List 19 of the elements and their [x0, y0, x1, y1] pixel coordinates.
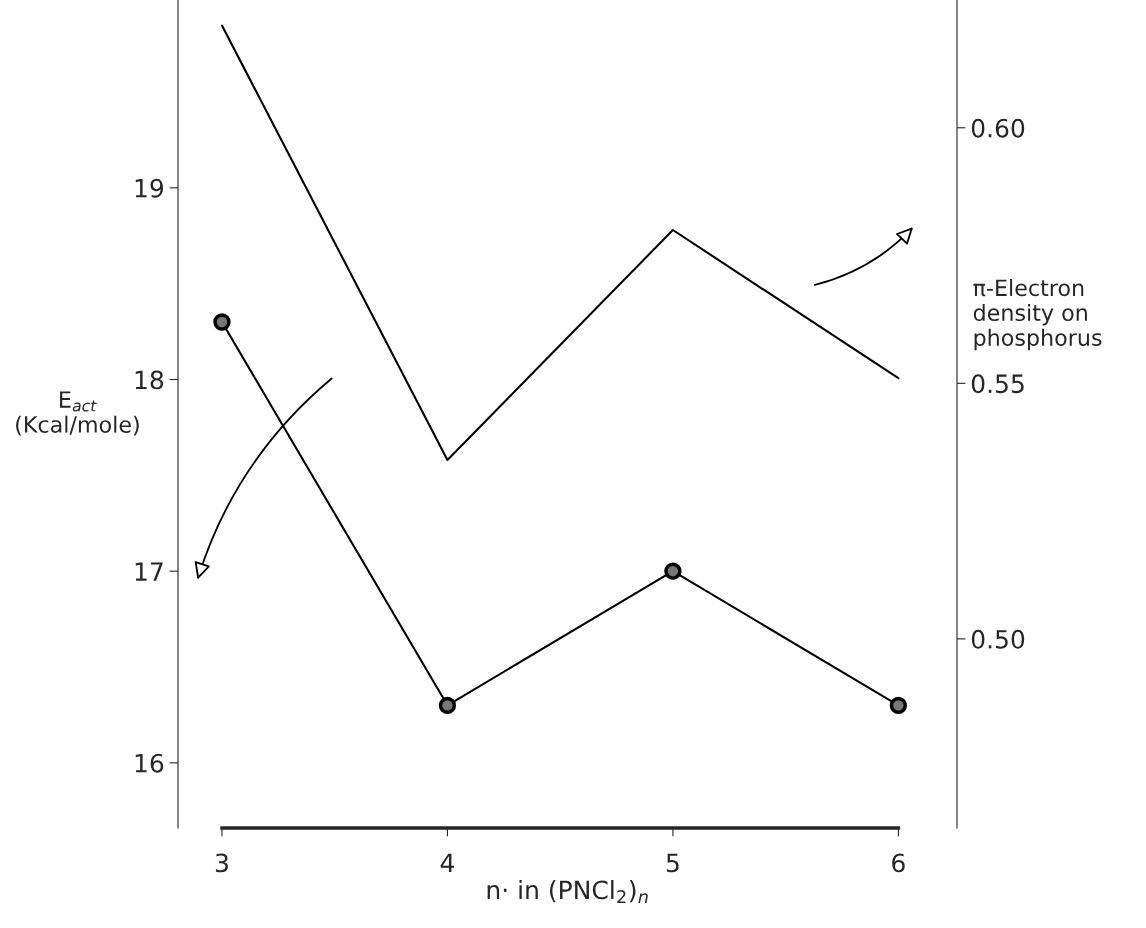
line-series: [220, 24, 900, 462]
x-axis-title: n· in (PNCl$_{2}$)$_{n}$: [487, 879, 648, 904]
y2-axis-title: π-Electron density on phosphorus: [973, 279, 1102, 351]
y-tick-label: 18: [135, 370, 164, 390]
point: [213, 313, 231, 331]
x-tick-label: 6: [892, 853, 905, 873]
y2-tick-label: 0.60: [971, 118, 1025, 138]
x-tick-label: 4: [440, 853, 454, 872]
x-tick-label: 3: [215, 853, 228, 873]
point: [664, 562, 682, 580]
y-tick-label: 17: [135, 562, 163, 581]
y-tick-label: 16: [135, 753, 164, 773]
y-tick-label: 19: [135, 178, 164, 198]
point: [889, 696, 908, 715]
x-tick-label: 5: [666, 853, 679, 873]
y2-tick-label: 0.50: [971, 629, 1025, 649]
point: [438, 696, 457, 715]
y-axis-title: E$_{act}$ (Kcal/mole): [16, 391, 139, 436]
y2-tick-label: 0.55: [971, 374, 1024, 394]
